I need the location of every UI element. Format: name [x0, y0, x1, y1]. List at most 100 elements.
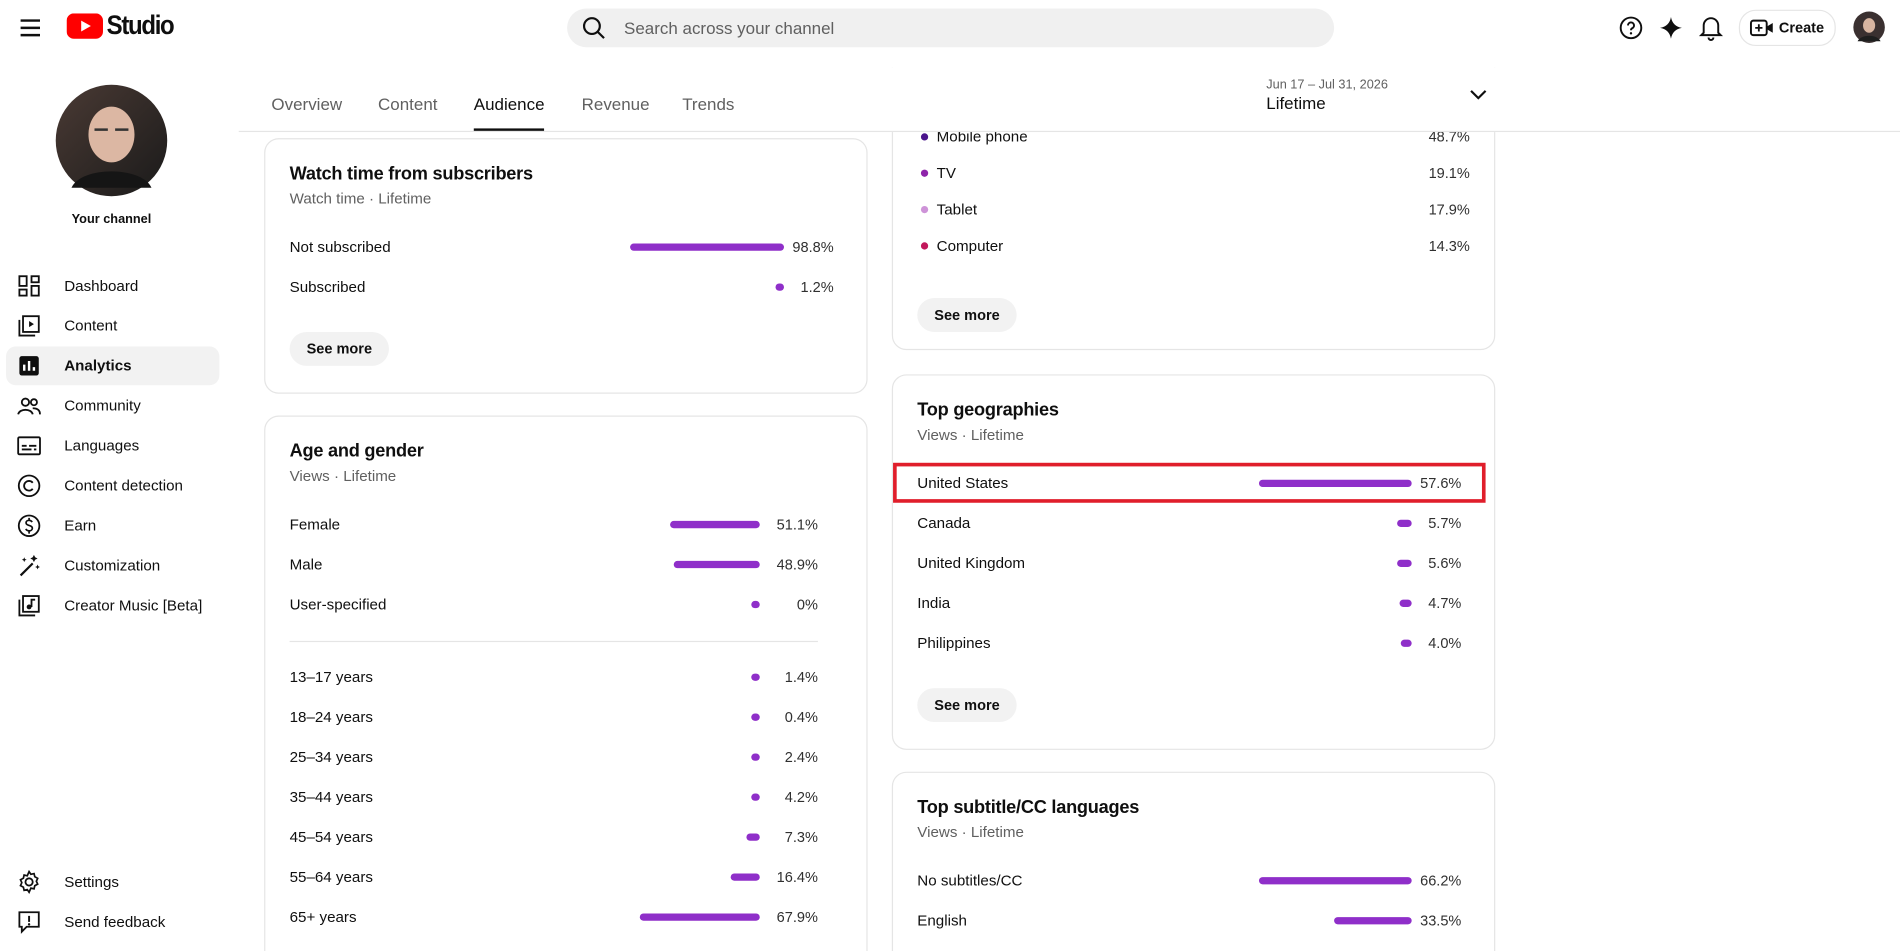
- tab[interactable]: Trends: [682, 94, 735, 114]
- menu-button[interactable]: [17, 15, 44, 42]
- nav-label: Dashboard: [64, 277, 139, 295]
- row: English 33.5%: [917, 900, 1461, 940]
- nav-item[interactable]: Creator Music [Beta]: [6, 586, 219, 625]
- row: 18–24 years 0.4%: [290, 697, 818, 737]
- row-label: 65+ years: [289, 907, 357, 925]
- row: Philippines 4.0%: [917, 623, 1461, 663]
- date-period[interactable]: Lifetime: [1266, 93, 1326, 113]
- nav-icon: [17, 397, 41, 415]
- nav-item[interactable]: Send feedback: [6, 903, 219, 942]
- bar: [775, 282, 784, 291]
- row-label: 55–64 years: [289, 868, 373, 885]
- bar-track: [1258, 478, 1412, 488]
- highlight-box: [893, 462, 1486, 503]
- legend-dot: [920, 133, 929, 141]
- row-label: Subscribed: [289, 278, 366, 295]
- nav-label: Send feedback: [64, 913, 166, 931]
- logo-text[interactable]: Studio: [106, 9, 175, 40]
- help-icon[interactable]: [1619, 16, 1643, 40]
- row-label: United States: [917, 474, 1009, 492]
- nav-item[interactable]: Community: [6, 386, 219, 425]
- row: 35–44 years 4.2%: [290, 777, 818, 817]
- row-value: 57.6%: [1420, 474, 1462, 492]
- row-value: 14.3%: [1428, 237, 1470, 255]
- card-title: Age and gender: [289, 440, 424, 462]
- row-value: 17.9%: [1428, 201, 1470, 219]
- date-range[interactable]: Jun 17 – Jul 31, 2026: [1266, 77, 1388, 93]
- row-value: 19.1%: [1428, 164, 1470, 182]
- row-label: Female: [289, 515, 341, 533]
- nav-item[interactable]: Content: [6, 307, 219, 346]
- bar: [751, 752, 760, 761]
- bar-track: [1259, 518, 1412, 528]
- row-label: English: [917, 911, 967, 929]
- create-button[interactable]: Create: [1738, 9, 1836, 47]
- nav-label: Content: [64, 317, 118, 335]
- account-avatar[interactable]: [1853, 11, 1886, 44]
- row: Not subscribed 98.8%: [290, 227, 834, 267]
- nav-item[interactable]: Customization: [6, 546, 219, 585]
- see-more-button[interactable]: See more: [289, 331, 390, 366]
- bar-track: [1259, 598, 1412, 608]
- bar: [751, 792, 760, 801]
- search-box[interactable]: Search across your channel: [567, 8, 1335, 48]
- nav-label: Analytics: [64, 357, 132, 375]
- row-value: 33.5%: [1420, 911, 1462, 929]
- row-label: Not subscribed: [289, 238, 391, 256]
- bar-track: [1259, 638, 1412, 648]
- tab[interactable]: Overview: [271, 94, 343, 114]
- nav-item[interactable]: Dashboard: [6, 267, 219, 306]
- channel-avatar[interactable]: [55, 84, 169, 198]
- row: 45–54 years 7.3%: [290, 817, 818, 857]
- row-value: 5.7%: [1428, 514, 1462, 532]
- row-list: United States 57.6% Canada 5.7% United Kingd…: [893, 462, 1486, 663]
- row-label: 18–24 years: [289, 708, 373, 726]
- row-label: No subtitles/CC: [917, 871, 1023, 889]
- channel-label: Your channel: [71, 212, 152, 227]
- logo-icon: [66, 13, 103, 39]
- bar-track: [640, 559, 760, 569]
- search-icon: [582, 17, 605, 39]
- row-value: 51.1%: [776, 515, 818, 533]
- row-label: Computer: [936, 237, 1004, 255]
- spark-icon[interactable]: [1659, 16, 1683, 40]
- row-value: 16.4%: [776, 868, 818, 885]
- card: Top subtitle/CC languages Views · Lifetim…: [891, 771, 1496, 951]
- row-label: Mobile phone: [936, 128, 1028, 146]
- bar-track: [640, 712, 760, 722]
- nav-item[interactable]: Content detection: [6, 466, 219, 505]
- tab[interactable]: Revenue: [581, 94, 650, 114]
- row: Subscribed 1.2%: [290, 267, 834, 307]
- bar: [1396, 559, 1412, 567]
- sidebar: Your channel Dashboard Content Analytics Co…: [0, 68, 239, 951]
- bar-track: [640, 752, 760, 762]
- row-label: India: [917, 594, 951, 612]
- nav-item[interactable]: Earn: [6, 506, 219, 545]
- card: Watch time from subscribers Watch time · …: [264, 138, 868, 394]
- tab[interactable]: Content: [378, 94, 438, 114]
- nav-item[interactable]: Languages: [6, 426, 219, 465]
- card-subtitle: Watch time · Lifetime: [289, 190, 432, 208]
- row-value: 1.2%: [800, 278, 834, 295]
- nav-item[interactable]: Settings: [6, 863, 219, 902]
- nav-icon: [17, 436, 41, 456]
- bar-track: [640, 599, 760, 609]
- create-label: Create: [1778, 19, 1825, 37]
- nav-icon: [19, 869, 39, 894]
- row-value: 98.8%: [792, 238, 834, 256]
- legend-dot: [920, 205, 929, 214]
- nav-item[interactable]: Analytics: [6, 346, 220, 386]
- row-label: 13–17 years: [289, 668, 373, 686]
- row-value: 4.2%: [784, 788, 818, 806]
- row: United States 57.6%: [893, 462, 1486, 503]
- card: Age and gender Views · Lifetime Female 51.1…: [264, 415, 868, 951]
- row: Canada 5.7%: [917, 503, 1461, 543]
- see-more-button[interactable]: See more: [917, 688, 1017, 723]
- notifications-icon[interactable]: [1698, 15, 1723, 42]
- tab[interactable]: Audience: [473, 94, 546, 131]
- bar: [630, 242, 784, 251]
- date-dropdown-icon[interactable]: [1469, 87, 1488, 102]
- row: Male 48.9%: [290, 544, 818, 584]
- see-more-button[interactable]: See more: [917, 298, 1017, 332]
